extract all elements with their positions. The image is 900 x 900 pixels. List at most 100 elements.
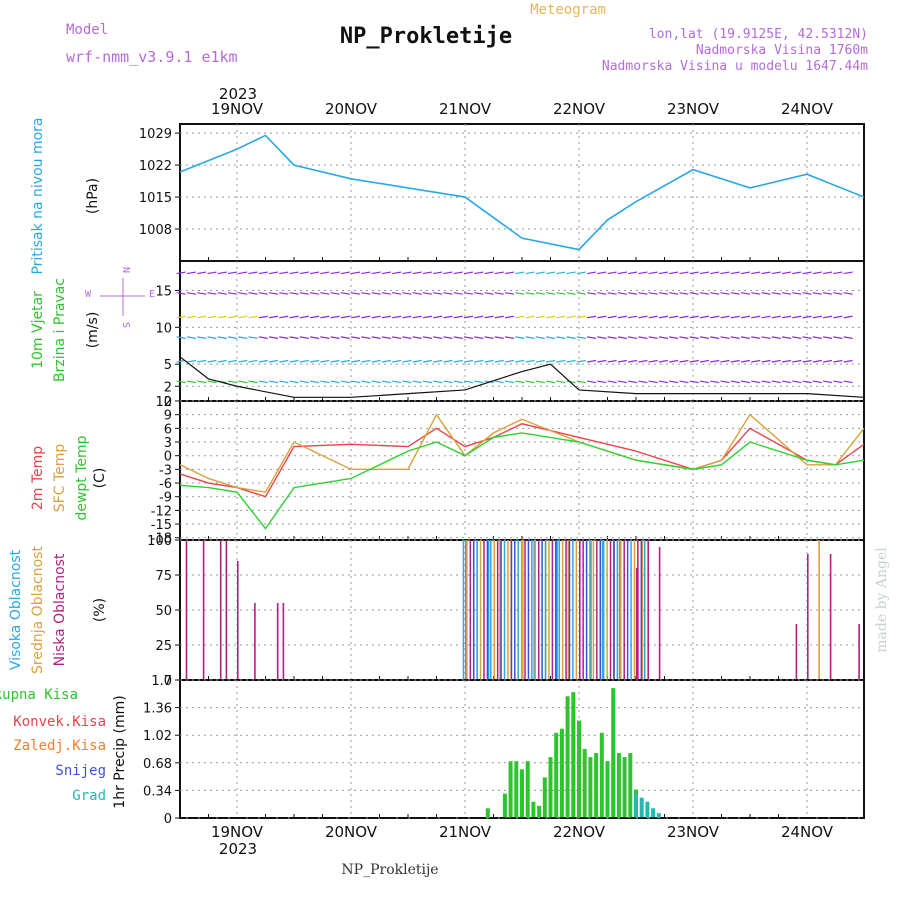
top-day-label: 23NOV [667,100,720,118]
wind-arrow [453,315,463,319]
wind-arrow [186,380,197,384]
cloud-bar [522,540,524,680]
wind-arrow [217,315,227,319]
wind-arrow [433,359,443,363]
cloud-bar [555,540,557,680]
wind-arrow [484,292,494,295]
wind-arrow [576,336,586,339]
wind-arrow [402,271,412,275]
wind-arrow [730,380,740,384]
wind-arrow [289,271,299,275]
wind-arrow [638,336,648,339]
wind-arrow [484,315,494,319]
cloud-panel: 100 75 50 25 0 [147,534,865,689]
wind-arrow [197,292,207,295]
wind-arrow [176,292,186,295]
wind-arrow [771,315,781,319]
wind-arrow [309,380,320,384]
precip-bar [599,732,604,818]
wind-arrow [392,336,402,339]
wind-arrow [730,292,740,295]
wind-arrow [843,292,853,295]
wind-arrow [617,380,627,384]
cloud-bar [487,540,490,680]
wind-arrow [197,359,207,363]
wind-frame [179,260,865,402]
wind-arrow [740,359,751,363]
wind-arrow [299,380,309,384]
wind-arrow [566,315,576,319]
wind-arrow [556,315,566,319]
precip-bar [548,757,553,818]
wind-arrow [525,380,535,384]
wind-arrow [330,292,340,295]
wind-arrow [545,271,556,275]
wind-arrow [628,336,638,339]
model-name: wrf-nmm_v3.9.1 e1km [66,48,238,66]
top-day-label: 20NOV [325,100,378,118]
cloud-bar [551,540,554,680]
temp-frame [179,400,865,541]
wind-arrow [176,336,186,339]
wind-arrow [761,380,771,384]
wind-arrow [802,380,812,384]
wind-arrow [299,292,309,295]
wind-arrow [587,292,597,295]
legend-frz-rain: Zaledj.Kisa [13,738,106,754]
cloud-bar [641,540,644,680]
wind-arrow [556,271,566,275]
precip-bar [502,793,507,818]
wind-arrow [494,380,504,384]
wind-arrow [545,292,556,295]
wind-arrow [617,292,627,295]
wind-arrow [433,271,443,275]
station-title: NP_Prokletije [340,24,512,49]
wind-arrow [504,271,515,275]
wind-arrow [771,271,781,275]
wind-arrow [340,271,350,275]
wind-arrow [402,359,412,363]
wind-arrow [412,336,422,339]
wind-arrow [833,315,843,319]
wind-arrow [587,315,597,319]
compass-west: W [85,289,92,300]
wind-arrow [843,359,853,363]
cloud-bar [503,540,506,680]
wind-arrow [617,271,627,275]
wind-arrow [658,336,669,339]
cloud-bar [637,540,639,680]
wind-arrow [710,336,720,339]
wind-arrow [392,315,402,319]
temp-line-dewpt-temp [179,432,865,530]
wind-arrow [822,271,833,275]
wind-arrow [535,380,545,384]
wind-arrow [597,292,607,295]
precip-bar [639,797,644,818]
wind-arrow [207,315,217,319]
wind-arrow [268,292,279,295]
cloud-bar [616,540,619,680]
cloud-bar [602,540,605,680]
wind-arrow [535,359,545,363]
wind-arrow [587,380,597,384]
wind-arrow [330,380,340,384]
wind-arrow [330,271,340,275]
wind-arrow [792,380,802,384]
wind-arrow [720,380,730,384]
wind-arrow [628,315,638,319]
wind-arrow [176,315,186,319]
wind-arrow [320,271,330,275]
wind-arrow [381,315,391,319]
wind-arrow [648,292,658,295]
precip-ytick-label: 0 [164,812,172,827]
wind-arrow [771,359,781,363]
wind-arrow [309,315,320,319]
wind-arrow [279,359,289,363]
temp-ylabel-sfc: SFC Temp [52,444,68,513]
temp-ytick-label: 12 [155,395,172,410]
wind-ylabel-main: 10m Vjetar [30,291,46,369]
wind-arrow [330,315,340,319]
wind-arrow [494,271,504,275]
cloud-bar [558,540,560,680]
